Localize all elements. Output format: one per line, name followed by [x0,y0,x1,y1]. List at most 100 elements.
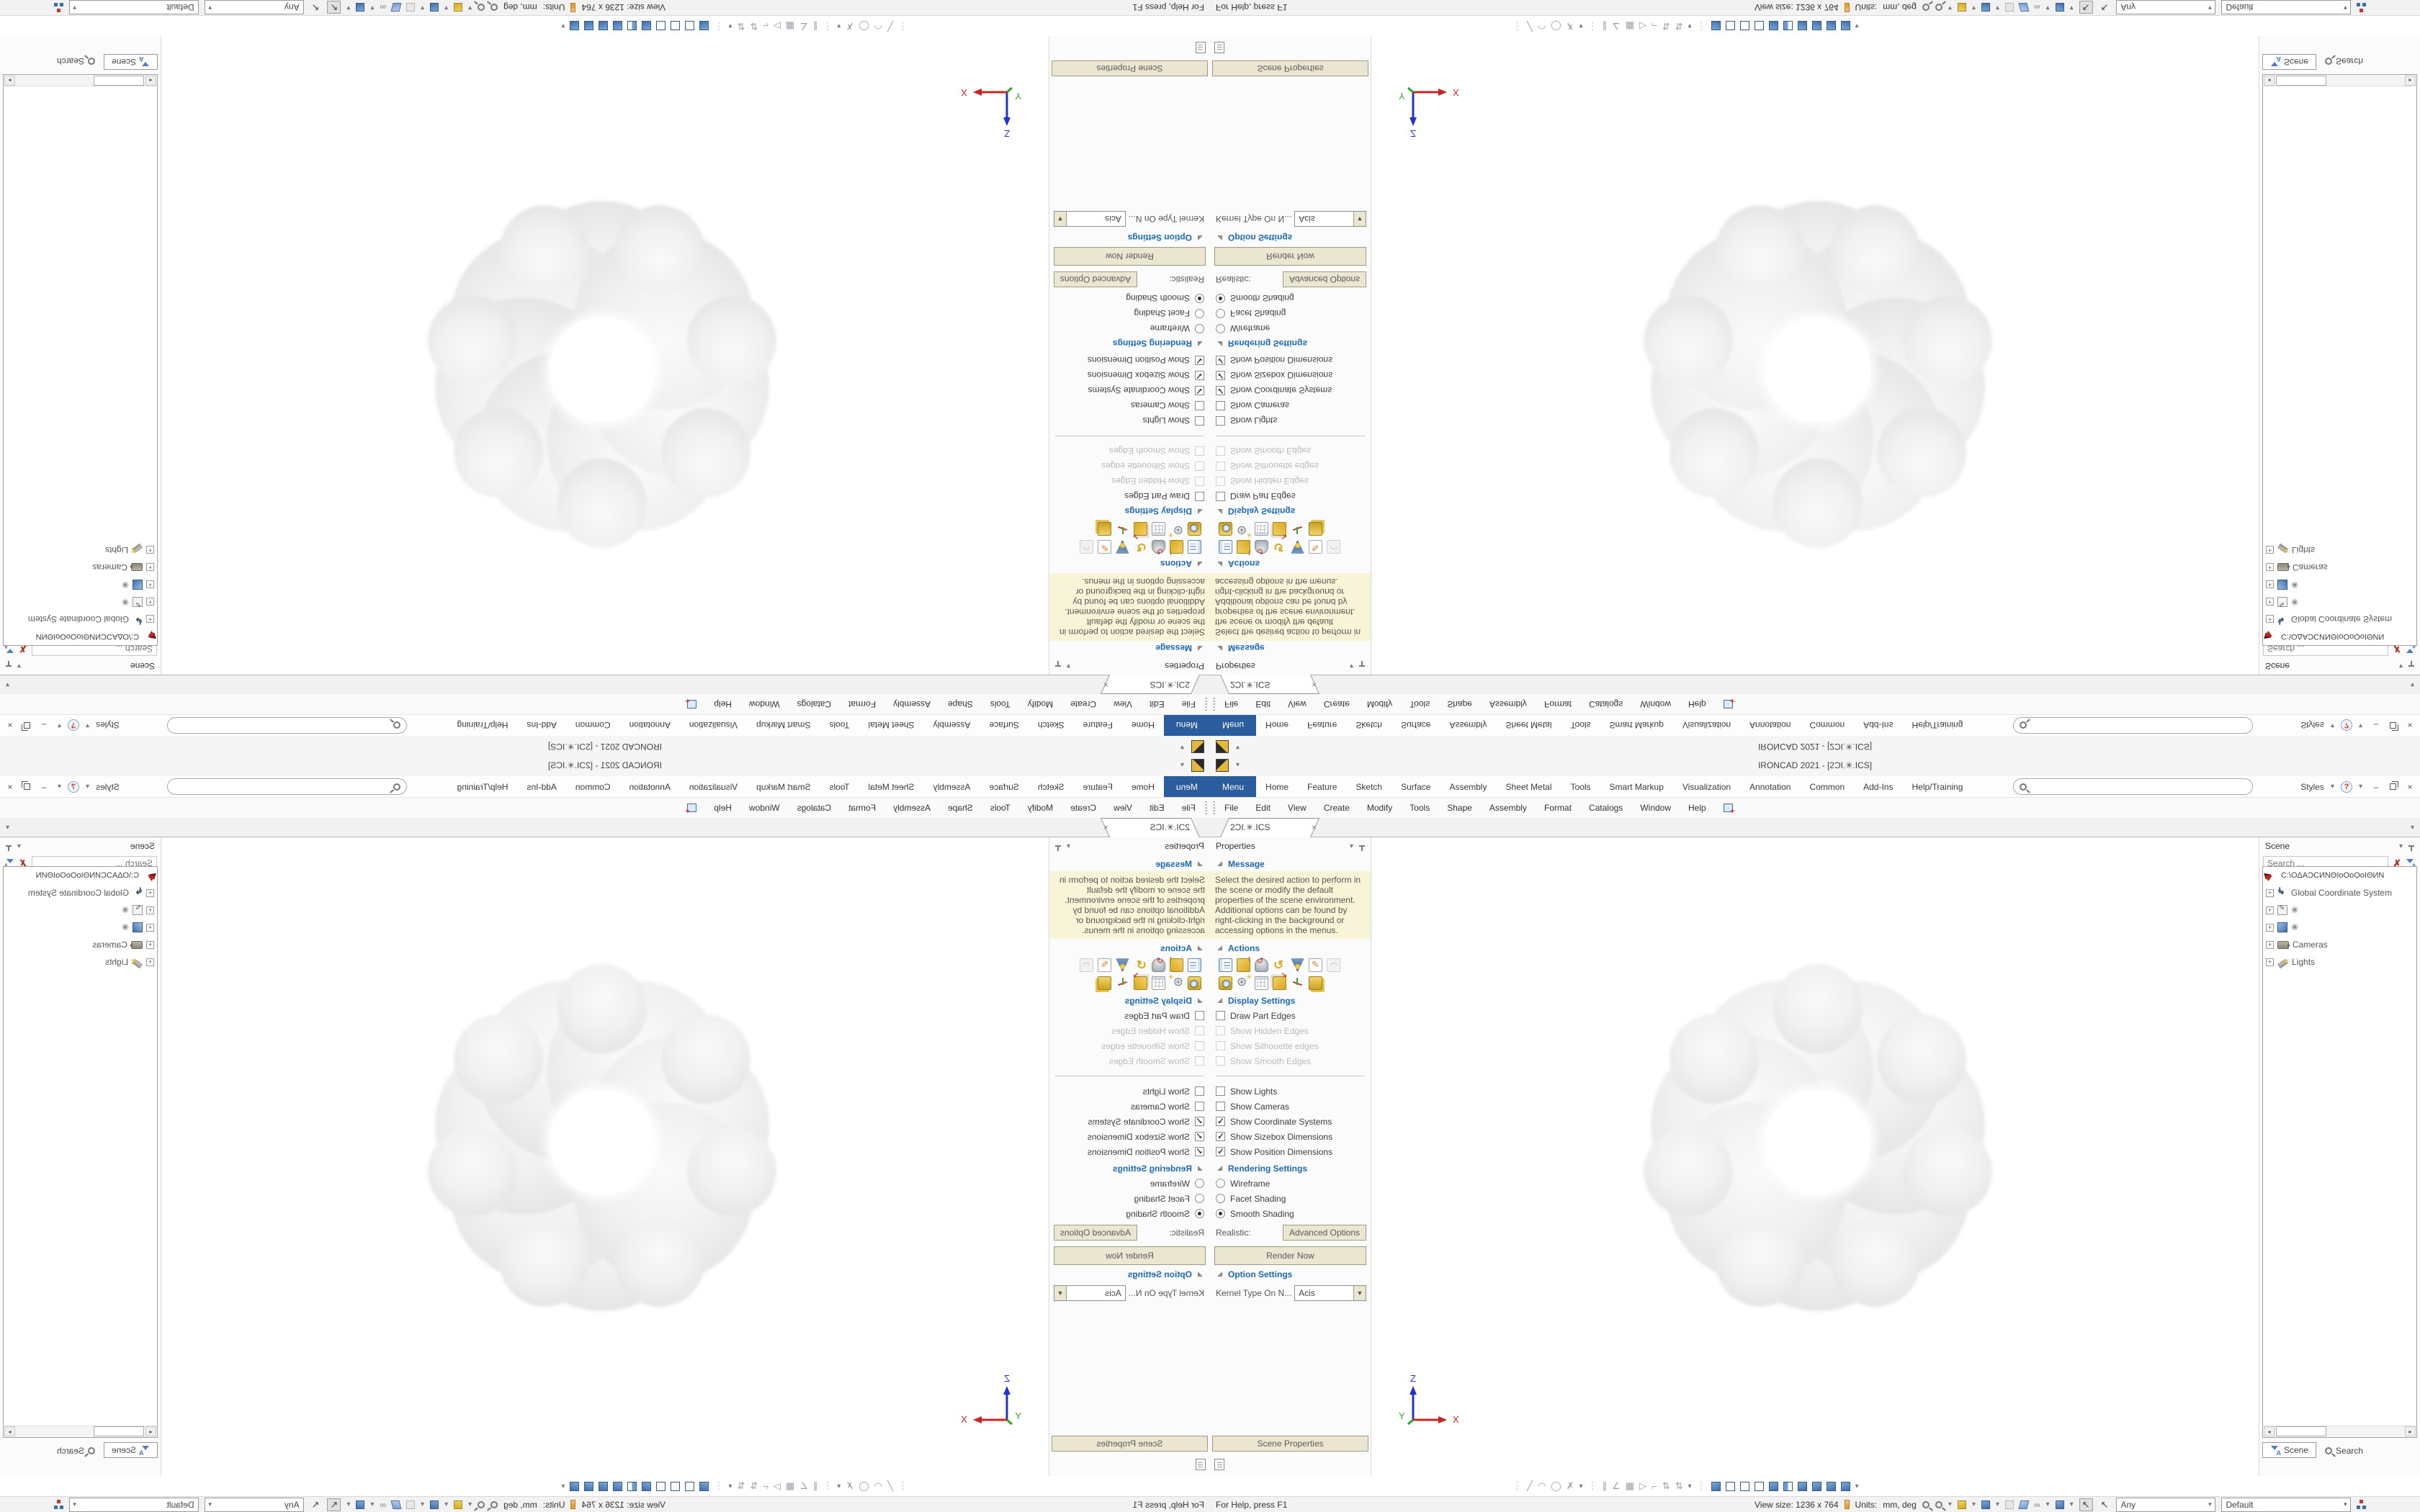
actions-section-header[interactable]: Actions [1049,939,1210,955]
expand-icon[interactable]: + [146,906,154,914]
quick-access-caret-icon[interactable]: ▾ [1236,761,1240,769]
checkbox-icon[interactable] [1216,401,1225,410]
caret-icon[interactable]: ▾ [1971,1500,1976,1508]
viewport-3d[interactable]: Z X Y [1371,36,2259,675]
radio-wireframe[interactable]: Wireframe [1049,321,1210,336]
toolbar-caret-icon[interactable]: ▾ [728,1482,732,1490]
combobox-caret-icon[interactable]: ▾ [2344,1500,2347,1508]
draw-circle-icon[interactable]: ◯ [1551,21,1561,32]
panel-page-icon[interactable] [1196,1459,1206,1470]
rotate-dome-icon[interactable] [1152,958,1165,972]
yellow-cube-icon[interactable] [454,3,463,12]
menu-view[interactable]: View [1288,699,1307,709]
tree-item-lights[interactable]: + Lights [2263,953,2416,971]
menu-file[interactable]: File [1181,803,1196,813]
hatch-icon[interactable]: ▦ [1625,1480,1635,1491]
render-camera-icon[interactable] [1219,522,1232,536]
pin-icon[interactable] [1359,665,1365,667]
menu-help[interactable]: Help [714,803,732,813]
parallel-constraint-icon[interactable]: ∥ [1602,21,1608,32]
checkbox-show-sizebox-dimensions[interactable]: Show Sizebox Dimensions [1210,1129,1371,1144]
triad-icon[interactable] [1291,522,1304,536]
ruler-icon[interactable] [1844,1500,1850,1509]
rotate-dome-icon[interactable] [1255,540,1268,554]
delete-icon[interactable]: ✗ [1566,21,1574,32]
render-now-button[interactable]: Render Now [1214,247,1366,266]
gravity-funnel-icon[interactable] [1291,540,1304,554]
play-icon[interactable]: ▷ [773,1480,781,1491]
styles-dropdown[interactable]: Styles [2300,781,2324,792]
view-cube-dimetric-icon[interactable] [599,21,609,31]
checkbox-show-position-dimensions[interactable]: Show Position Dimensions [1049,1144,1210,1159]
checkbox-show-lights[interactable]: Show Lights [1210,1084,1371,1099]
expand-icon[interactable]: + [2266,615,2274,624]
message-section-header[interactable]: Message [1049,641,1210,657]
zoom-out-icon[interactable] [478,4,485,12]
message-section-header[interactable]: Message [1049,855,1210,871]
render-now-button[interactable]: Render Now [1054,247,1206,266]
tree-item-sketch-part[interactable]: + ✳ [2263,901,2416,919]
custom-table-icon[interactable] [1152,522,1165,536]
triad-icon[interactable] [1116,522,1129,536]
radio-smooth-shading[interactable]: Smooth Shading [1210,291,1371,306]
tab-feature[interactable]: Feature [1083,781,1113,792]
tab-smart-markup[interactable]: Smart Markup [756,720,811,731]
combobox-caret-icon[interactable]: ▼ [1353,212,1366,226]
flip-vertical-icon[interactable]: ⇅ [750,1480,758,1491]
checkbox-icon[interactable] [1195,1147,1204,1156]
menu-help[interactable]: Help [1688,699,1706,709]
menu-window[interactable]: Window [748,803,780,813]
model-blob[interactable] [1371,837,2259,1476]
delete-icon[interactable]: ✗ [846,21,854,32]
restore-button[interactable] [24,783,30,790]
toolbar-grip[interactable]: ⋮ [714,1480,724,1491]
tab-scene[interactable]: Scene [2262,1442,2317,1458]
combobox-caret-icon[interactable]: ▾ [2208,1500,2212,1508]
actions-section-header[interactable]: Actions [1049,557,1210,573]
tab-overflow-caret-icon[interactable]: ▾ [2410,680,2414,688]
caret-icon[interactable]: ▾ [346,1500,351,1508]
menu-edit[interactable]: Edit [1255,803,1271,813]
document-close-icon[interactable]: × [1103,822,1109,832]
actions-section-header[interactable]: Actions [1210,939,1371,955]
stereo-glasses-icon[interactable]: ∞ [380,2,386,13]
edit-sheet-icon[interactable] [1309,540,1322,554]
menu-format[interactable]: Format [1543,699,1572,709]
angle-constraint-icon[interactable]: ∠ [799,1480,808,1491]
menu-edit[interactable]: Edit [1255,699,1271,709]
view-cube-right-icon[interactable] [1768,1481,1778,1491]
select-cursor-icon[interactable]: ↖ [2079,1,2093,14]
option-settings-header[interactable]: Option Settings [1049,230,1210,247]
checkbox-icon[interactable] [1195,416,1204,426]
radio-facet-shading[interactable]: Facet Shading [1210,1191,1371,1206]
tab-sheet-metal[interactable]: Sheet Metal [1505,781,1552,792]
view-cube-front-icon[interactable] [1725,1481,1735,1491]
bend-arrow-icon[interactable] [1134,540,1147,554]
expand-icon[interactable]: + [146,563,154,572]
tree-item-cameras[interactable]: + Cameras [2263,936,2416,953]
toolbar-grip[interactable]: ⋮ [1587,1480,1597,1491]
checkbox-icon[interactable] [1195,1102,1204,1111]
gravity-funnel-icon[interactable] [1291,958,1304,972]
tab-smart-markup[interactable]: Smart Markup [1609,720,1664,731]
new-window-icon[interactable] [687,700,697,708]
styles-caret-icon[interactable]: ▾ [86,721,90,729]
checkbox-icon[interactable] [1216,1131,1225,1141]
checkbox-show-cameras[interactable]: Show Cameras [1049,398,1210,413]
structure-tree-icon[interactable] [54,1500,63,1509]
edit-sheet-icon[interactable] [1309,958,1322,972]
toolbar-caret-icon[interactable]: ▾ [561,22,565,30]
checkbox-show-cameras[interactable]: Show Cameras [1210,398,1371,413]
tab-annotation[interactable]: Annotation [629,720,671,731]
configuration-combobox[interactable]: Default ▾ [68,1497,199,1512]
caret-icon[interactable]: ▾ [444,1500,449,1508]
ribbon-search-box[interactable] [167,717,407,734]
tab-common[interactable]: Common [1809,781,1845,792]
bend-arrow-icon[interactable] [1273,540,1286,554]
selection-filter-combobox[interactable]: Any ▾ [2116,1497,2216,1512]
toolbar-grip[interactable] [1205,698,1207,711]
flip-vertical-icon[interactable]: ⇅ [1662,1480,1670,1491]
menu-create[interactable]: Create [1323,803,1350,813]
zoom-in-icon[interactable] [1922,1500,1930,1508]
combobox-caret-icon[interactable]: ▾ [73,1500,76,1508]
